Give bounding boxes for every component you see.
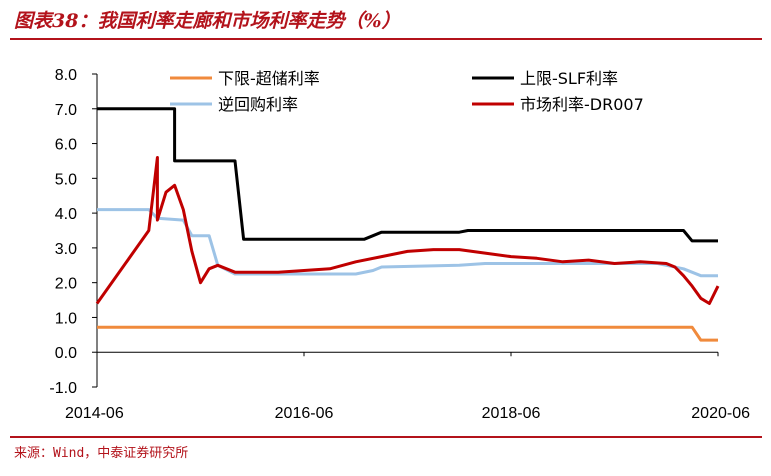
legend-label: 市场利率-DR007: [520, 95, 644, 114]
series-line-3: [95, 156, 720, 305]
y-tick-label: 5.0: [55, 171, 77, 188]
x-tick-label: 2020-06: [691, 405, 750, 422]
series-line-1: [97, 107, 718, 243]
x-tick-label: 2014-06: [65, 405, 124, 422]
y-tick-label: 0.0: [55, 345, 77, 362]
series-layer: [95, 107, 720, 342]
y-tick-label: 8.0: [55, 67, 77, 84]
source-note: 来源：Wind，中泰证券研究所: [14, 446, 189, 461]
footer-rule: [10, 436, 762, 438]
y-tick-label: 3.0: [55, 241, 77, 258]
axes: 8.0 7.0 6.0 5.0 4.0 3.0 2.0 1.0 0.0 -1.0 2014-06 20…: [49, 67, 750, 422]
legend-label: 逆回购利率: [218, 95, 298, 114]
title-rule: [10, 38, 762, 40]
y-tick-label: 7.0: [55, 102, 77, 119]
y-tick-label: 4.0: [55, 206, 77, 223]
chart-title: 图表38：我国利率走廊和市场利率走势（%）: [14, 10, 401, 32]
y-tick-label: -1.0: [49, 380, 77, 397]
x-tick-label: 2018-06: [482, 405, 541, 422]
legend-label: 下限-超储利率: [218, 69, 320, 88]
x-tick-label: 2016-06: [275, 405, 334, 422]
y-tick-label: 1.0: [55, 310, 77, 327]
y-tick-label: 2.0: [55, 276, 77, 293]
y-tick-label: 6.0: [55, 137, 77, 154]
legend-label: 上限-SLF利率: [520, 69, 618, 88]
series-line-0: [97, 325, 718, 342]
